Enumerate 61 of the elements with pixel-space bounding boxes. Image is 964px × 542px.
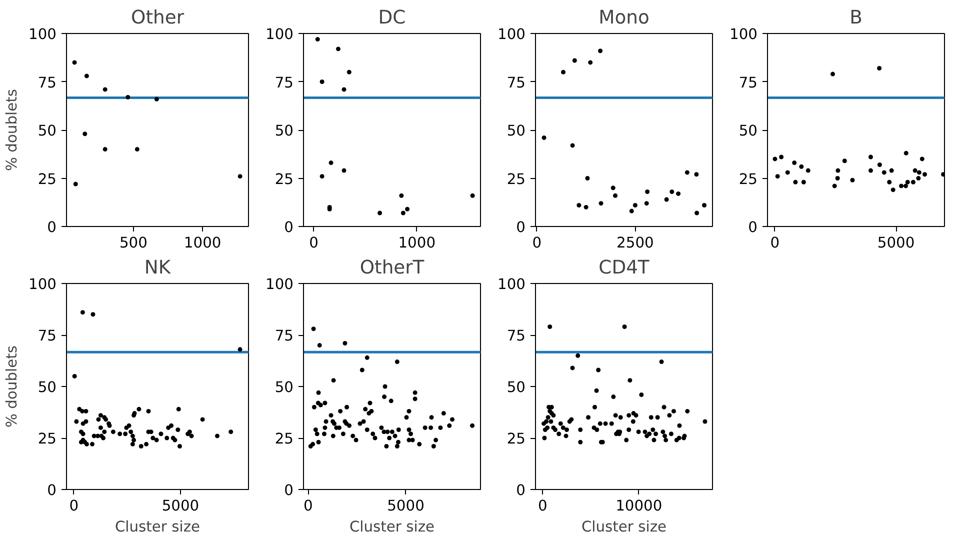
y-tick-label: 50	[738, 122, 758, 140]
chart-title: Mono	[598, 8, 650, 28]
x-tick-label: 1000	[184, 234, 222, 252]
x-tick-label: 2500	[616, 234, 654, 252]
y-tick-label: 100	[266, 26, 294, 43]
y-tick-label: 25	[506, 430, 526, 448]
x-tick-label: 0	[538, 498, 548, 514]
y-axis-title: % doublets	[4, 89, 21, 171]
y-tick-label: 75	[274, 74, 294, 92]
x-tick-label: 5000	[877, 234, 915, 252]
chart-title: CD4T	[598, 258, 650, 278]
y-tick-label: 100	[28, 276, 57, 293]
y-tick-label: 25	[274, 430, 294, 448]
y-tick-label: 0	[284, 482, 294, 499]
y-tick-label: 100	[498, 26, 526, 43]
chart-title: OtherT	[360, 258, 425, 278]
x-tick-label: 5000	[162, 498, 200, 514]
y-tick-label: 25	[506, 170, 526, 188]
chart-title: DC	[378, 8, 406, 28]
y-tick-label: 0	[47, 219, 57, 236]
x-tick-label: 500	[119, 234, 148, 252]
y-tick-label: 75	[738, 74, 758, 92]
y-tick-label: 100	[28, 26, 57, 43]
chart-title: NK	[144, 258, 172, 278]
y-tick-label: 0	[748, 219, 758, 236]
y-tick-label: 25	[38, 430, 57, 448]
y-tick-label: 25	[274, 170, 294, 188]
x-tick-label: 0	[309, 234, 318, 252]
x-tick-label: 0	[303, 498, 313, 514]
chart-title: Other	[131, 8, 184, 28]
y-axis-title: % doublets	[4, 346, 21, 428]
y-tick-label: 0	[284, 219, 294, 236]
y-tick-label: 25	[38, 170, 57, 188]
y-tick-label: 75	[506, 74, 526, 92]
y-tick-label: 50	[274, 122, 294, 140]
y-tick-label: 75	[274, 328, 294, 344]
y-tick-label: 0	[516, 219, 526, 236]
x-tick-label: 10000	[616, 498, 662, 514]
y-tick-label: 50	[506, 379, 526, 396]
x-tick-label: 0	[770, 234, 780, 252]
x-tick-label: 0	[69, 498, 79, 514]
y-tick-label: 100	[266, 276, 294, 293]
y-tick-label: 0	[47, 482, 57, 499]
y-tick-label: 25	[738, 170, 758, 188]
x-axis-title: Cluster size	[114, 518, 200, 536]
x-tick-label: 5000	[387, 498, 424, 514]
y-tick-label: 50	[274, 379, 294, 396]
y-tick-label: 100	[498, 276, 526, 293]
y-tick-label: 100	[730, 26, 758, 43]
chart-title: B	[850, 8, 862, 28]
y-tick-label: 50	[38, 379, 57, 396]
x-tick-label: 1000	[398, 234, 436, 252]
y-tick-label: 75	[38, 74, 57, 92]
y-tick-label: 75	[506, 328, 526, 344]
x-axis-title: Cluster size	[581, 518, 667, 536]
y-tick-label: 0	[516, 482, 526, 499]
y-tick-label: 50	[506, 122, 526, 140]
x-axis-title: Cluster size	[349, 518, 435, 536]
y-tick-label: 50	[38, 122, 57, 140]
x-tick-label: 0	[532, 234, 542, 252]
y-tick-label: 75	[38, 328, 57, 344]
